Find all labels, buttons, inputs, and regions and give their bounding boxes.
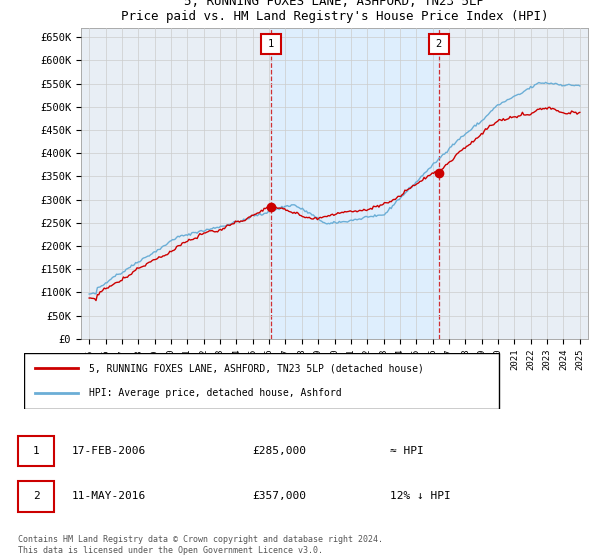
Text: £285,000: £285,000	[252, 446, 306, 456]
Text: 2: 2	[436, 39, 442, 49]
Text: 12% ↓ HPI: 12% ↓ HPI	[390, 492, 451, 502]
Text: 5, RUNNING FOXES LANE, ASHFORD, TN23 5LP (detached house): 5, RUNNING FOXES LANE, ASHFORD, TN23 5LP…	[89, 363, 424, 374]
Bar	[271, 28, 439, 339]
Bar	[18, 482, 54, 512]
Text: 1: 1	[268, 39, 274, 49]
Text: 1: 1	[32, 446, 40, 456]
Text: Contains HM Land Registry data © Crown copyright and database right 2024.
This d: Contains HM Land Registry data © Crown c…	[18, 535, 383, 554]
Text: ≈ HPI: ≈ HPI	[390, 446, 424, 456]
Bar	[24, 353, 499, 409]
Text: 17-FEB-2006: 17-FEB-2006	[72, 446, 146, 456]
Text: 11-MAY-2016: 11-MAY-2016	[72, 492, 146, 502]
Title: 5, RUNNING FOXES LANE, ASHFORD, TN23 5LP
Price paid vs. HM Land Registry's House: 5, RUNNING FOXES LANE, ASHFORD, TN23 5LP…	[121, 0, 548, 22]
Bar	[18, 436, 54, 466]
Text: 2: 2	[32, 492, 40, 502]
Text: £357,000: £357,000	[252, 492, 306, 502]
Text: HPI: Average price, detached house, Ashford: HPI: Average price, detached house, Ashf…	[89, 388, 341, 398]
